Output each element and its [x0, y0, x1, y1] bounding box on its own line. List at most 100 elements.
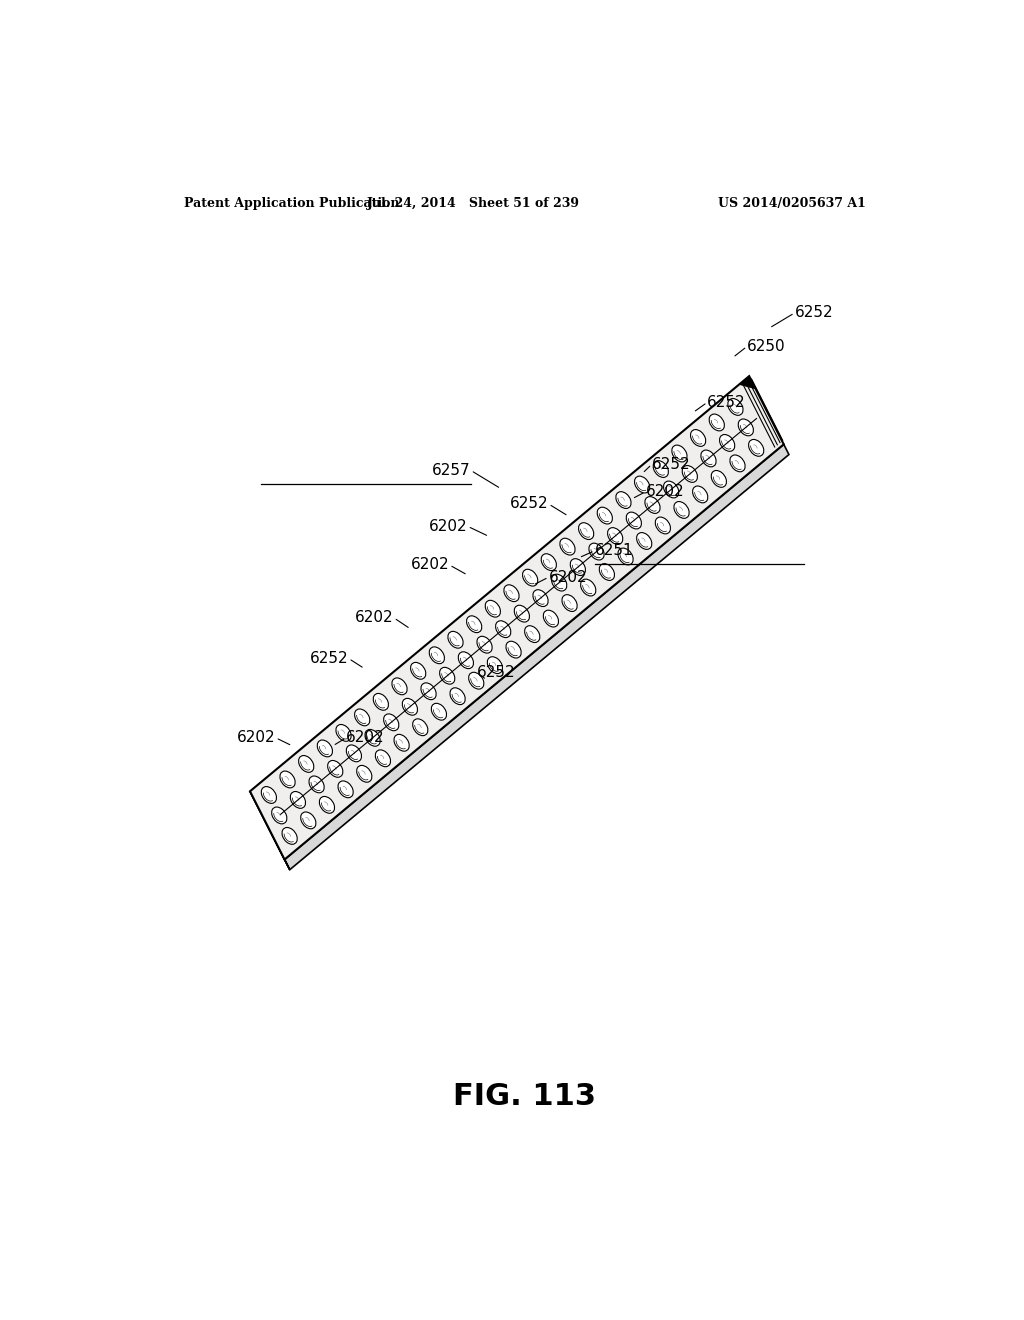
- Text: 6252: 6252: [652, 457, 690, 471]
- Text: 6252: 6252: [477, 665, 516, 680]
- Text: 6251: 6251: [595, 544, 633, 558]
- Text: FIG. 113: FIG. 113: [454, 1082, 596, 1111]
- Ellipse shape: [544, 610, 558, 627]
- Ellipse shape: [570, 558, 586, 576]
- Ellipse shape: [579, 523, 594, 540]
- Ellipse shape: [280, 771, 295, 788]
- Ellipse shape: [467, 616, 481, 632]
- Text: 6202: 6202: [346, 730, 385, 746]
- Ellipse shape: [690, 429, 706, 446]
- Ellipse shape: [384, 714, 398, 731]
- Ellipse shape: [309, 776, 325, 793]
- Ellipse shape: [552, 574, 567, 591]
- Ellipse shape: [317, 741, 333, 756]
- Text: 6252: 6252: [510, 496, 549, 511]
- Ellipse shape: [282, 828, 297, 845]
- Polygon shape: [739, 376, 756, 389]
- Ellipse shape: [485, 601, 501, 618]
- Ellipse shape: [617, 548, 633, 565]
- Polygon shape: [250, 376, 783, 859]
- Ellipse shape: [720, 434, 735, 451]
- Ellipse shape: [637, 532, 652, 549]
- Ellipse shape: [271, 807, 287, 824]
- Ellipse shape: [459, 652, 473, 669]
- Ellipse shape: [469, 672, 484, 689]
- Polygon shape: [250, 791, 290, 870]
- Ellipse shape: [346, 744, 361, 762]
- Ellipse shape: [635, 477, 650, 492]
- Ellipse shape: [354, 709, 370, 726]
- Ellipse shape: [338, 781, 353, 797]
- Ellipse shape: [319, 796, 335, 813]
- Ellipse shape: [524, 626, 540, 643]
- Ellipse shape: [487, 657, 503, 673]
- Ellipse shape: [712, 470, 726, 487]
- Ellipse shape: [376, 750, 390, 767]
- Ellipse shape: [615, 491, 631, 508]
- Ellipse shape: [522, 569, 538, 586]
- Ellipse shape: [738, 418, 754, 436]
- Ellipse shape: [700, 450, 716, 467]
- Ellipse shape: [645, 496, 660, 513]
- Ellipse shape: [429, 647, 444, 664]
- Text: Patent Application Publication: Patent Application Publication: [183, 197, 399, 210]
- Text: 6252: 6252: [708, 395, 745, 409]
- Ellipse shape: [672, 445, 687, 462]
- Ellipse shape: [496, 620, 511, 638]
- Ellipse shape: [581, 579, 596, 595]
- Ellipse shape: [394, 734, 410, 751]
- Ellipse shape: [655, 517, 671, 533]
- Text: 6202: 6202: [355, 610, 394, 626]
- Text: 6202: 6202: [411, 557, 450, 573]
- Ellipse shape: [728, 399, 743, 416]
- Text: 6202: 6202: [549, 570, 587, 585]
- Text: Jul. 24, 2014   Sheet 51 of 239: Jul. 24, 2014 Sheet 51 of 239: [367, 197, 580, 210]
- Ellipse shape: [291, 792, 305, 808]
- Ellipse shape: [356, 766, 372, 783]
- Ellipse shape: [674, 502, 689, 519]
- Ellipse shape: [411, 663, 426, 680]
- Ellipse shape: [373, 693, 388, 710]
- Ellipse shape: [431, 704, 446, 721]
- Text: 6257: 6257: [432, 463, 471, 478]
- Ellipse shape: [710, 414, 724, 430]
- Ellipse shape: [664, 480, 679, 498]
- Text: 6250: 6250: [748, 339, 785, 354]
- Polygon shape: [285, 445, 788, 870]
- Ellipse shape: [597, 507, 612, 524]
- Ellipse shape: [627, 512, 641, 529]
- Ellipse shape: [450, 688, 465, 705]
- Ellipse shape: [365, 730, 380, 746]
- Ellipse shape: [749, 440, 764, 457]
- Ellipse shape: [402, 698, 418, 715]
- Ellipse shape: [261, 787, 276, 804]
- Ellipse shape: [439, 668, 455, 684]
- Ellipse shape: [421, 682, 436, 700]
- Ellipse shape: [301, 812, 315, 829]
- Ellipse shape: [562, 595, 578, 611]
- Ellipse shape: [504, 585, 519, 602]
- Ellipse shape: [542, 554, 556, 570]
- Ellipse shape: [413, 719, 428, 735]
- Ellipse shape: [560, 539, 575, 554]
- Text: 6202: 6202: [429, 519, 468, 533]
- Ellipse shape: [328, 760, 343, 777]
- Text: 6202: 6202: [645, 484, 684, 499]
- Ellipse shape: [730, 455, 745, 471]
- Ellipse shape: [299, 755, 313, 772]
- Ellipse shape: [589, 543, 604, 560]
- Ellipse shape: [477, 636, 493, 653]
- Ellipse shape: [607, 528, 623, 544]
- Ellipse shape: [392, 678, 408, 694]
- Ellipse shape: [599, 564, 614, 581]
- Ellipse shape: [692, 486, 708, 503]
- Ellipse shape: [532, 590, 548, 606]
- Ellipse shape: [447, 631, 463, 648]
- Ellipse shape: [506, 642, 521, 659]
- Ellipse shape: [682, 466, 697, 482]
- Ellipse shape: [514, 606, 529, 622]
- Text: US 2014/0205637 A1: US 2014/0205637 A1: [718, 197, 866, 210]
- Text: 6252: 6252: [795, 305, 834, 321]
- Text: 6202: 6202: [237, 730, 275, 746]
- Ellipse shape: [653, 461, 669, 478]
